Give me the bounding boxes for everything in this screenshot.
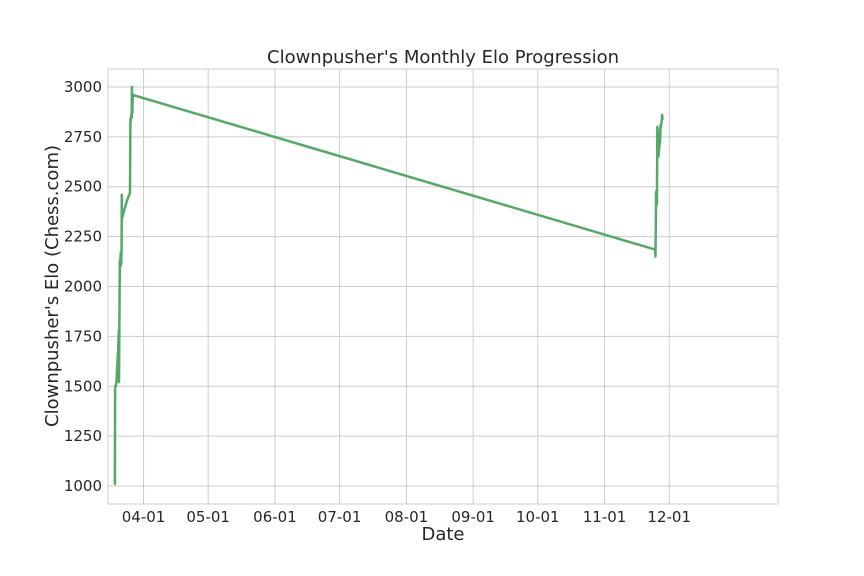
y-axis-label: Clownpusher's Elo (Chess.com): [42, 145, 63, 427]
x-tick-label: 07-01: [318, 508, 362, 526]
x-tick-label: 10-01: [516, 508, 560, 526]
x-tick-label: 04-01: [122, 508, 166, 526]
elo-series-line: [113, 85, 664, 486]
y-tick-label: 2250: [64, 228, 102, 246]
x-tick-label: 06-01: [253, 508, 297, 526]
x-tick-label: 11-01: [583, 508, 627, 526]
y-tick-label: 2750: [64, 128, 102, 146]
y-tick-label: 1500: [64, 377, 102, 395]
x-tick-label: 12-01: [647, 508, 691, 526]
plot-frame: [107, 68, 779, 505]
y-tick-label: 2500: [64, 178, 102, 196]
x-axis-label: Date: [421, 524, 464, 545]
y-tick-label: 1250: [64, 427, 102, 445]
y-tick-label: 1750: [64, 327, 102, 345]
y-tick-label: 1000: [64, 477, 102, 495]
series-layer: [113, 85, 664, 486]
x-tick-label: 05-01: [186, 508, 230, 526]
chart-title: Clownpusher's Monthly Elo Progression: [267, 47, 619, 68]
x-tick-label: 09-01: [451, 508, 495, 526]
x-tick-label: 08-01: [385, 508, 429, 526]
y-tick-label: 2000: [64, 278, 102, 296]
x-tick-labels: 04-01 05-01 06-01 07-01 08-01 09-01 10-01 11-01…: [122, 508, 691, 526]
y-tick-labels: 1000 1250 1500 1750 2000 2250 2500 2750 3000: [64, 78, 102, 495]
y-tick-label: 3000: [64, 78, 102, 96]
